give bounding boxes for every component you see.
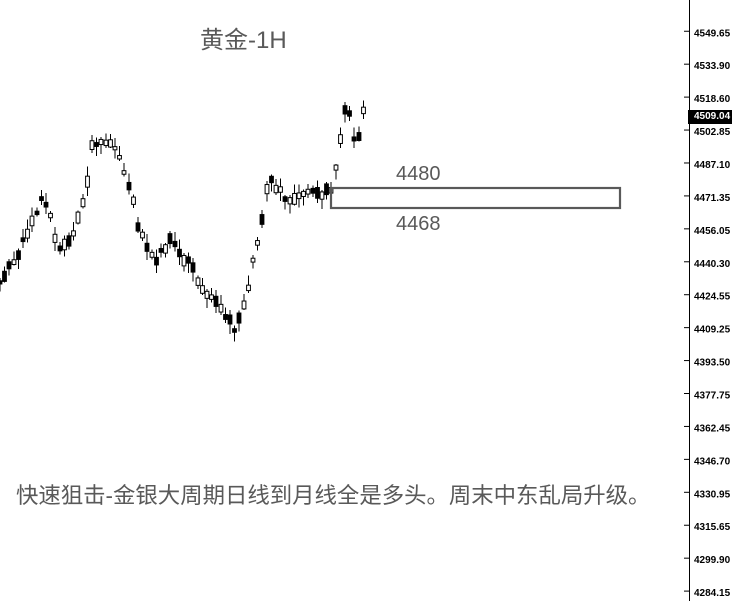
svg-text:4533.90: 4533.90 (694, 61, 731, 72)
svg-text:4456.05: 4456.05 (694, 226, 731, 237)
svg-text:4509.04: 4509.04 (694, 111, 731, 122)
svg-text:4284.15: 4284.15 (694, 588, 731, 599)
svg-text:4409.25: 4409.25 (694, 325, 731, 336)
svg-text:4299.90: 4299.90 (694, 555, 731, 566)
svg-text:4346.70: 4346.70 (694, 456, 731, 467)
svg-text:4424.55: 4424.55 (694, 292, 731, 303)
svg-text:4480: 4480 (396, 163, 441, 185)
svg-text:4315.65: 4315.65 (694, 522, 731, 533)
svg-text:4330.95: 4330.95 (694, 489, 731, 500)
svg-text:4362.45: 4362.45 (694, 423, 731, 434)
svg-text:4468: 4468 (396, 213, 441, 235)
svg-text:4377.75: 4377.75 (694, 391, 731, 402)
svg-text:4393.50: 4393.50 (694, 358, 731, 369)
svg-text:4518.60: 4518.60 (694, 94, 731, 105)
svg-text:4502.85: 4502.85 (694, 127, 731, 138)
svg-text:4487.10: 4487.10 (694, 160, 731, 171)
svg-text:4471.35: 4471.35 (694, 193, 731, 204)
svg-text:4549.65: 4549.65 (694, 28, 731, 39)
svg-text:4440.30: 4440.30 (694, 259, 731, 270)
